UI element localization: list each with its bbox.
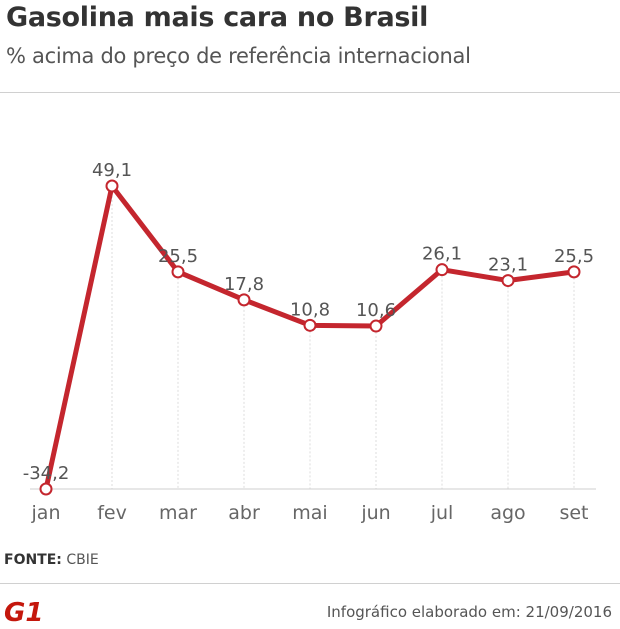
data-points — [39, 179, 581, 496]
data-label-set: 25,5 — [554, 246, 594, 267]
header-divider — [0, 92, 620, 93]
x-tick-abr: abr — [228, 502, 260, 524]
point-abr — [237, 293, 251, 307]
g1-logo-text: G1 — [4, 598, 43, 626]
x-tick-jan: jan — [31, 502, 61, 524]
point-fev — [105, 179, 119, 193]
x-tick-ago: ago — [490, 502, 525, 524]
x-tick-mai: mai — [292, 502, 327, 524]
g1-logo: G1 — [4, 598, 43, 626]
x-tick-fev: fev — [97, 502, 127, 524]
source-value: CBIE — [66, 552, 99, 568]
footer-divider — [0, 583, 620, 584]
point-mar — [171, 265, 185, 279]
source-label: FONTE: — [4, 552, 62, 568]
chart-gridlines — [45, 192, 575, 495]
point-jan — [39, 482, 53, 496]
data-label-ago: 23,1 — [488, 255, 528, 276]
x-tick-jun: jun — [360, 502, 390, 524]
data-label-abr: 17,8 — [224, 274, 264, 295]
chart-title: Gasolina mais cara no Brasil — [6, 2, 429, 33]
chart-subtitle: % acima do preço de referência internaci… — [6, 44, 471, 68]
line-chart: -34,2 49,1 25,5 17,8 10,8 10,6 26,1 23,1 25,5 ja… — [23, 160, 596, 524]
data-label-jul: 26,1 — [422, 244, 462, 265]
data-label-jun: 10,6 — [356, 300, 396, 321]
data-label-fev: 49,1 — [92, 160, 132, 181]
data-labels: -34,2 49,1 25,5 17,8 10,8 10,6 26,1 23,1 25,5 — [23, 160, 594, 484]
point-mai — [303, 318, 317, 332]
infographic-credit: Infográfico elaborado em: 21/09/2016 — [326, 603, 612, 621]
data-label-mar: 25,5 — [158, 246, 198, 267]
point-jun — [369, 319, 383, 333]
point-jul — [435, 263, 449, 277]
data-label-jan: -34,2 — [23, 463, 70, 484]
source-note: FONTE: CBIE — [4, 552, 99, 568]
x-tick-set: set — [559, 502, 588, 524]
point-set — [567, 265, 581, 279]
data-label-mai: 10,8 — [290, 299, 330, 320]
point-ago — [501, 274, 515, 288]
x-tick-jul: jul — [430, 502, 454, 524]
x-tick-labels: jan fev mar abr mai jun jul ago set — [31, 502, 589, 524]
x-tick-mar: mar — [159, 502, 197, 524]
